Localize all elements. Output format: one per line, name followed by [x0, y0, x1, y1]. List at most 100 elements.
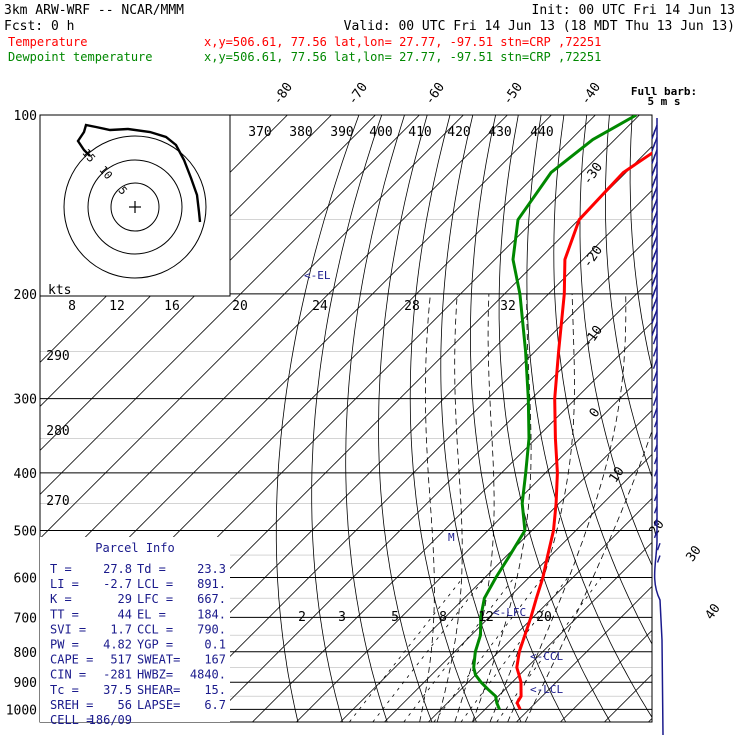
- level-annotation: <-LCL: [530, 683, 563, 696]
- wind-barb-flag: [651, 240, 656, 250]
- wind-barb-flag: [651, 142, 656, 152]
- dry-adiabat-label: 290: [46, 349, 69, 364]
- theta-label: 370: [248, 125, 271, 140]
- dry-adiabat: [654, 115, 740, 722]
- parcel-field-value: 1.7: [110, 622, 132, 636]
- isotherm: [40, 115, 376, 451]
- dry-adiabat-label: 280: [46, 424, 69, 439]
- parcel-field-value: 891.: [197, 577, 226, 591]
- isotherm: [472, 541, 652, 722]
- isotherm: [164, 233, 652, 722]
- wind-barbs: Full barb:5 m s: [631, 85, 697, 736]
- parcel-field-value: 667.: [197, 592, 226, 606]
- parcel-field-name: SREH =: [50, 698, 93, 712]
- moist-adiabat: [436, 293, 463, 722]
- parcel-field-name: T =: [50, 562, 72, 576]
- temperature-tick-label: -50: [500, 80, 526, 108]
- theta-label: 390: [330, 125, 353, 140]
- location-info-temp: x,y=506.61, 77.56 lat,lon= 27.77, -97.51…: [204, 35, 601, 49]
- wind-barb: [653, 493, 658, 502]
- mixed-layer-marker: M: [448, 531, 455, 544]
- wind-barb-flag: [651, 314, 656, 324]
- hodo-axis-tick: 12: [109, 299, 125, 314]
- parcel-field-value: 37.5: [103, 683, 132, 697]
- wind-barb: [652, 383, 658, 394]
- parcel-field-value: 167: [204, 653, 226, 667]
- temperature-tick-label: -70: [345, 80, 371, 108]
- parcel-field-name: CCL =: [137, 622, 173, 636]
- parcel-field-value: 29: [118, 592, 132, 606]
- theta-label: 380: [289, 125, 312, 140]
- hodograph-ring: [63, 135, 207, 279]
- temperature-tick-label: 10: [606, 464, 627, 485]
- temperature-tick-label: 0: [587, 405, 604, 420]
- mixing-ratio-label: 3: [338, 610, 346, 625]
- parcel-field-name: SWEAT=: [137, 653, 180, 667]
- parcel-field-name: PW =: [50, 638, 79, 652]
- isotherm: [252, 321, 652, 722]
- hodo-axis-tick: 20: [232, 299, 248, 314]
- dry-adiabat: [723, 115, 740, 722]
- parcel-field-value: 23.3: [197, 562, 226, 576]
- temperature-tick-label: 30: [683, 543, 704, 564]
- forecast-hour: Fcst: 0 h: [4, 19, 74, 34]
- moist-adiabat: [472, 293, 532, 722]
- theta-label: 420: [447, 125, 470, 140]
- level-annotation: <-EL: [304, 269, 331, 282]
- wind-barb-flag: [651, 215, 656, 226]
- hodo-axis-tick: 32: [500, 299, 516, 314]
- pressure-tick-label: 300: [14, 393, 37, 408]
- isotherm: [40, 115, 420, 495]
- temperature-trace: [515, 151, 652, 711]
- parcel-field-name: CAPE =: [50, 653, 93, 667]
- parcel-field-value: 56: [118, 698, 132, 712]
- isotherm: [384, 453, 652, 722]
- wind-barb: [652, 395, 658, 406]
- isotherm: [208, 277, 652, 722]
- pressure-tick-label: 1000: [6, 703, 37, 718]
- wind-barb-flag: [651, 203, 656, 214]
- parcel-field-name: SHEAR=: [137, 683, 180, 697]
- barb-legend-title: Full barb:: [631, 85, 697, 98]
- hodograph-ring: [110, 182, 160, 232]
- dewpoint-trace: [472, 115, 638, 710]
- init-time: Init: 00 UTC Fri 14 Jun 13: [532, 3, 736, 18]
- dry-adiabat: [498, 115, 611, 722]
- temperature-tick-label: -30: [580, 160, 606, 188]
- parcel-field-value: 4.82: [103, 638, 132, 652]
- pressure-tick-label: 800: [14, 646, 37, 661]
- parcel-field-value: 44: [118, 607, 132, 621]
- mixing-ratio-line: [403, 577, 515, 722]
- dry-adiabat: [526, 115, 652, 719]
- moist-adiabat: [419, 293, 435, 722]
- parcel-field-name: CELL =: [50, 713, 93, 727]
- theta-label: 440: [530, 125, 553, 140]
- parcel-field-name: EL =: [137, 607, 166, 621]
- parcel-field-value: 15.: [204, 683, 226, 697]
- wind-barb-flag: [651, 252, 656, 263]
- wind-barb: [656, 555, 661, 563]
- moist-adiabat: [507, 293, 627, 722]
- hodograph-ring: [87, 159, 183, 255]
- parcel-field-value: 184.: [197, 607, 226, 621]
- mixing-ratio-label: 5: [391, 610, 399, 625]
- valid-time: Valid: 00 UTC Fri 14 Jun 13 (18 MDT Thu …: [344, 19, 735, 34]
- dry-adiabat: [553, 115, 652, 645]
- dry-adiabat: [579, 115, 652, 567]
- isotherm: [560, 629, 652, 722]
- wind-barb: [653, 419, 658, 428]
- level-annotation: <-CCL: [530, 650, 563, 663]
- wind-barb-flag: [651, 326, 656, 337]
- wind-barb: [653, 469, 658, 477]
- wind-barb-flag: [651, 129, 656, 140]
- wind-barb: [652, 358, 658, 369]
- mixing-ratio-label: 2: [298, 610, 306, 625]
- temperature-legend: Temperature: [8, 35, 87, 49]
- parcel-field-value: -2.7: [103, 577, 132, 591]
- dry-adiabat: [275, 115, 360, 722]
- temperature-tick-label: -40: [578, 80, 604, 108]
- wind-staff: [653, 118, 664, 736]
